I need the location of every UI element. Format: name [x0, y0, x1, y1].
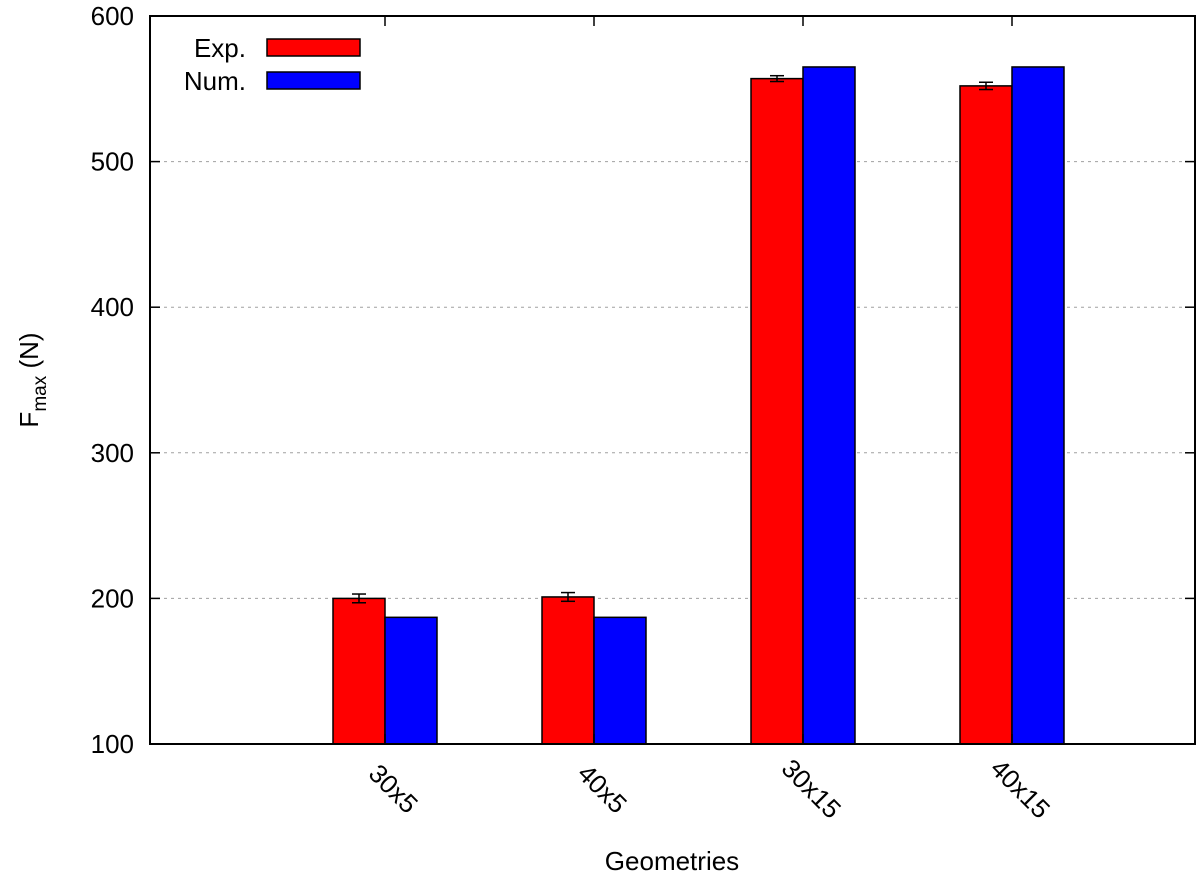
x-tick-label-30x5: 30x5 [363, 758, 424, 819]
y-tick-label: 400 [91, 292, 134, 322]
bar-num-40x15 [1011, 66, 1065, 745]
y-tick-label: 500 [91, 147, 134, 177]
bar-exp-30x5 [332, 597, 386, 745]
x-tick-label-40x15: 40x15 [985, 753, 1056, 824]
plot-frame [149, 15, 1196, 745]
x-axis-title: Geometries [605, 846, 739, 876]
bars [332, 66, 1065, 745]
y-tick-label: 100 [91, 729, 134, 759]
bar-num-30x5 [384, 616, 438, 745]
y-tick-label: 200 [91, 583, 134, 613]
y-axis-title-main: F [14, 412, 44, 428]
error-bars [352, 74, 993, 604]
legend-label-num: Num. [184, 66, 246, 96]
y-axis-title-tail: (N) [14, 332, 44, 375]
legend-label-exp: Exp. [194, 33, 246, 63]
bar-exp-40x15 [959, 85, 1013, 745]
y-axis-title-sub: max [30, 375, 51, 411]
bar-exp-30x15 [750, 77, 804, 745]
y-tick-label: 600 [91, 1, 134, 31]
y-axis-title: Fmax (N) [14, 332, 51, 427]
bar-num-40x5 [593, 616, 647, 745]
bar-exp-40x5 [541, 596, 595, 745]
bar-num-30x15 [802, 66, 856, 745]
x-axis-ticks: 30x5 40x5 30x15 40x15 [363, 16, 1056, 824]
y-tick-label: 300 [91, 438, 134, 468]
legend: Exp. Num. [184, 33, 361, 96]
x-tick-label-30x15: 30x15 [776, 753, 847, 824]
legend-swatch-exp [266, 38, 361, 57]
legend-swatch-num [266, 71, 361, 90]
x-tick-label-40x5: 40x5 [572, 758, 633, 819]
y-axis-ticks: 100 200 300 400 500 600 [91, 1, 1195, 759]
